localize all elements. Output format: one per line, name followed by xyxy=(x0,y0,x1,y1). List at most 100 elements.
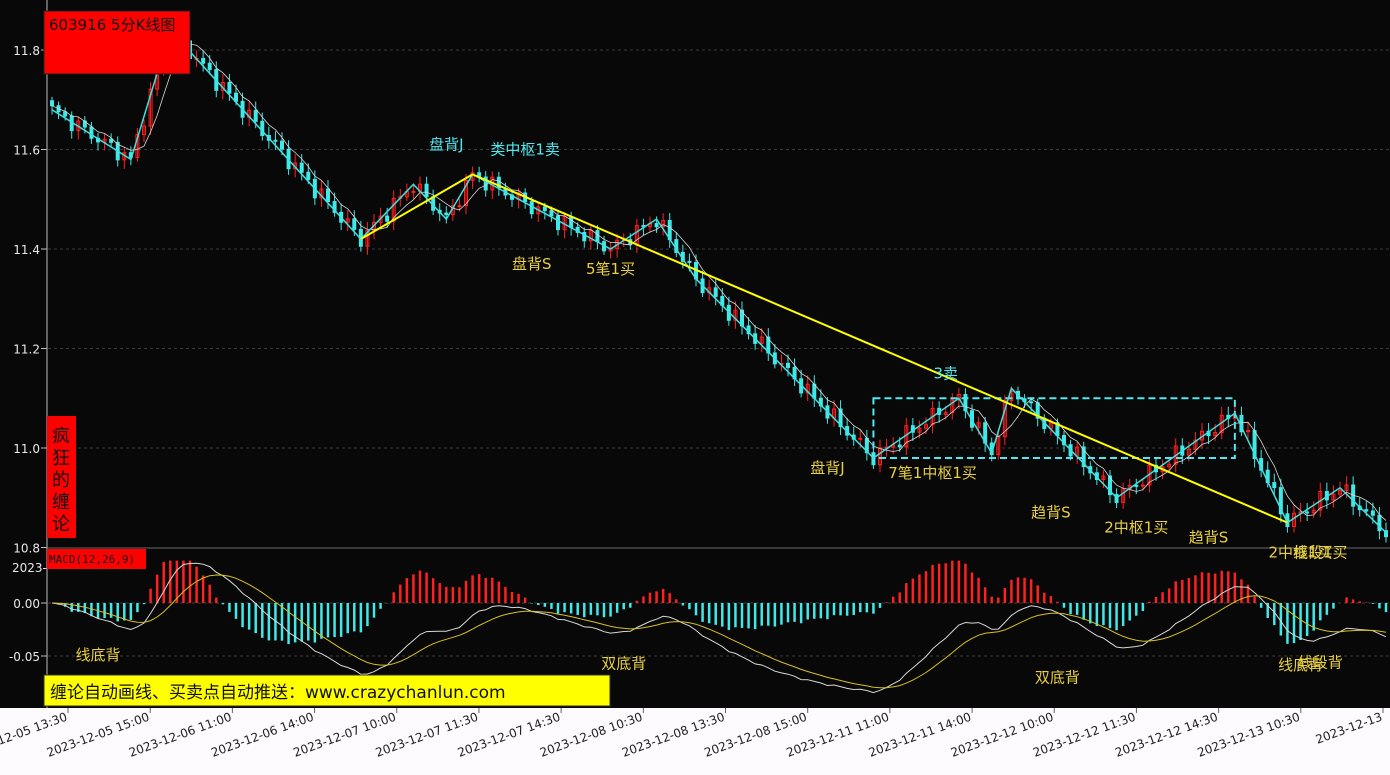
candle-body xyxy=(352,218,357,230)
candle-body xyxy=(299,162,304,173)
title-box: 603916 5分K线图 xyxy=(43,10,191,75)
candle-body xyxy=(582,231,587,242)
macd-lines xyxy=(51,562,1387,694)
candle-body xyxy=(588,230,593,242)
candle-body xyxy=(943,412,948,415)
price-tick-label: 11.8 xyxy=(13,44,40,58)
dea-line xyxy=(51,574,1387,689)
candle-body xyxy=(805,383,810,394)
candle-body xyxy=(733,309,738,321)
ma-line xyxy=(51,43,1387,521)
candle-body xyxy=(1318,491,1323,511)
candle-body xyxy=(273,139,278,142)
macd-annotation-label: 线段背 xyxy=(1298,654,1343,672)
annotation-label: 2中枢1买 xyxy=(1104,519,1168,537)
candle-body xyxy=(326,188,330,202)
side-label-char: 疯 xyxy=(52,426,70,447)
candle-body xyxy=(713,287,718,297)
candle-body xyxy=(1246,430,1250,433)
candle-body xyxy=(956,394,961,401)
trend-line xyxy=(472,173,1288,524)
annotation-label: 盘背S xyxy=(512,255,552,273)
macd-tick-label: -0.05 xyxy=(9,650,40,664)
side-label-char: 缠 xyxy=(52,492,70,513)
annotation-label: 类中枢1卖 xyxy=(490,140,560,158)
zhongshu-rect xyxy=(872,397,1236,459)
annotation-label: 7笔1中枢1买 xyxy=(888,464,977,482)
candle-body xyxy=(1377,514,1382,532)
chart-background xyxy=(0,0,1390,708)
candle-body xyxy=(63,111,68,117)
annotation-label: 2中枢1买 xyxy=(1269,543,1333,561)
candle-body xyxy=(1002,399,1007,438)
price-tick-label: 11.2 xyxy=(13,343,40,357)
candle-body xyxy=(1062,435,1066,446)
annotation-label: 3卖 xyxy=(933,364,958,382)
candle-body xyxy=(1338,490,1342,495)
candle-body xyxy=(838,408,843,428)
price-tick-label: 11.0 xyxy=(13,442,40,456)
side-label-box: 疯狂的缠论 xyxy=(47,416,76,538)
chart-title: 603916 5分K线图 xyxy=(49,16,175,34)
moving-average xyxy=(51,43,1387,521)
annotation-label: 趋背S xyxy=(1031,504,1071,522)
macd-annotation-label: 双底背 xyxy=(1035,669,1080,687)
candle-body xyxy=(142,125,146,136)
trend-lines xyxy=(360,173,1288,524)
candle-body xyxy=(365,229,370,247)
price-axis: 11.8 11.6 11.4 11.2 11.0 10.8 xyxy=(13,44,47,556)
side-label-char: 狂 xyxy=(52,448,70,469)
candle-body xyxy=(1344,484,1349,492)
candle-body xyxy=(1186,448,1191,456)
candle-body xyxy=(1121,488,1126,503)
candle-body xyxy=(201,57,206,64)
candle-body xyxy=(280,140,284,150)
candle-body xyxy=(1134,484,1139,487)
candle-body xyxy=(1278,487,1283,515)
macd-extra-label: 2023- xyxy=(12,561,47,575)
candle-body xyxy=(976,422,981,428)
zhongshu-box xyxy=(872,397,1236,459)
candle-body xyxy=(102,138,107,143)
candle-body xyxy=(759,336,764,344)
candle-body xyxy=(1101,475,1106,481)
candle-body xyxy=(556,215,560,231)
annotation-label: 盘背J xyxy=(810,459,844,477)
annotation-label: 趋背S xyxy=(1189,529,1229,547)
candle-body xyxy=(687,260,692,263)
candle-body xyxy=(253,109,258,122)
candle-body xyxy=(135,134,140,158)
candle-body xyxy=(411,190,416,193)
macd-tick-label: 0.00 xyxy=(13,597,40,611)
candle-body xyxy=(1331,493,1336,501)
candle-body xyxy=(924,424,928,429)
footer-banner: 缠论自动画线、买卖点自动推送：www.crazychanlun.com xyxy=(43,674,611,707)
side-label-char: 论 xyxy=(52,514,70,535)
candle-body xyxy=(878,447,882,466)
annotation-label: 5笔1买 xyxy=(586,260,635,278)
candle-body xyxy=(595,230,600,243)
candle-body xyxy=(654,223,659,228)
candle-body xyxy=(897,444,902,448)
candle-body xyxy=(1193,439,1198,450)
macd-annotation-label: 线底背 xyxy=(75,646,120,664)
candle-body xyxy=(424,183,429,198)
candle-body xyxy=(457,205,462,208)
candle-body xyxy=(345,218,350,223)
candle-body xyxy=(1384,530,1388,538)
macd-annotation-label: 双底背 xyxy=(601,655,646,673)
candle-body xyxy=(1305,511,1310,514)
annotation-label: 线段1买 xyxy=(1293,543,1348,561)
annotation-label: 盘背J xyxy=(429,136,463,154)
price-tick-label: 10.8 xyxy=(13,542,40,556)
candle-body xyxy=(89,126,94,139)
candle-body xyxy=(109,138,114,143)
macd-annotation-label: 线底背 xyxy=(1278,656,1323,674)
candle-body xyxy=(1167,463,1172,468)
candle-body xyxy=(260,120,265,136)
dif-line xyxy=(51,562,1387,694)
time-axis-background xyxy=(0,708,1390,775)
